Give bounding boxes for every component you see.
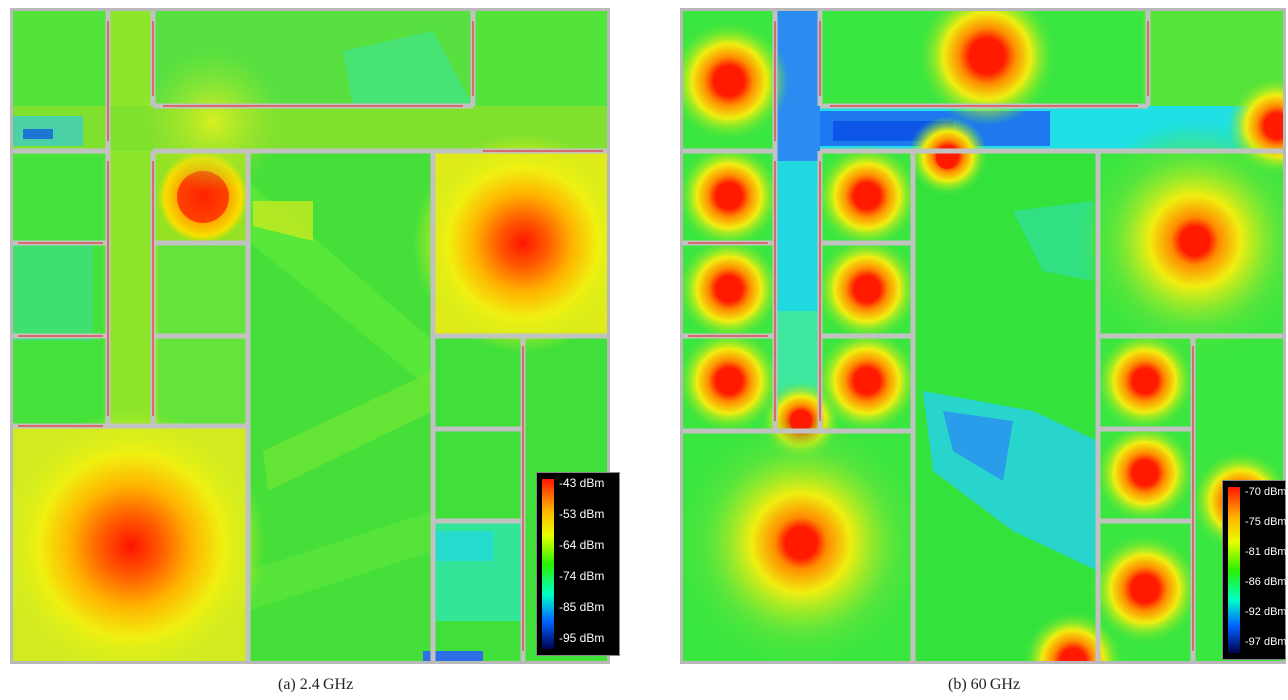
heatmap-60ghz xyxy=(680,8,1286,664)
legend-label: -85 dBm xyxy=(559,600,605,614)
color-legend-2-4ghz: -43 dBm -53 dBm -64 dBm -74 dBm -85 dBm … xyxy=(536,472,620,656)
legend-label: -74 dBm xyxy=(559,569,605,583)
access-point-hotspot xyxy=(413,133,607,353)
legend-color-bar xyxy=(1228,487,1240,653)
legend-label: -53 dBm xyxy=(559,507,605,521)
legend-label: -92 dBm xyxy=(1245,606,1287,618)
color-legend-60ghz: -70 dBm -75 dBm -81 dBm -86 dBm -92 dBm … xyxy=(1222,480,1287,660)
legend-label: -81 dBm xyxy=(1245,546,1287,558)
door-markers xyxy=(688,21,1194,651)
legend-label: -64 dBm xyxy=(559,538,605,552)
access-point-hotspot xyxy=(13,411,266,661)
heatmap-2-4ghz xyxy=(10,8,610,664)
caption-2-4ghz: (a) 2.4 GHz xyxy=(278,676,354,693)
legend-label: -75 dBm xyxy=(1245,516,1287,528)
door-markers xyxy=(18,21,603,651)
floorplan-60ghz xyxy=(683,11,1283,661)
legend-label: -86 dBm xyxy=(1245,576,1287,588)
legend-label: -70 dBm xyxy=(1245,486,1287,498)
legend-color-bar xyxy=(542,479,554,649)
legend-label: -43 dBm xyxy=(559,476,605,490)
floorplan-2-4ghz xyxy=(13,11,607,661)
corridor-fill xyxy=(108,11,158,431)
legend-label: -97 dBm xyxy=(1245,636,1287,648)
caption-60ghz: (b) 60 GHz xyxy=(948,676,1021,693)
legend-label: -95 dBm xyxy=(559,631,605,645)
access-point-markers xyxy=(718,45,1283,661)
